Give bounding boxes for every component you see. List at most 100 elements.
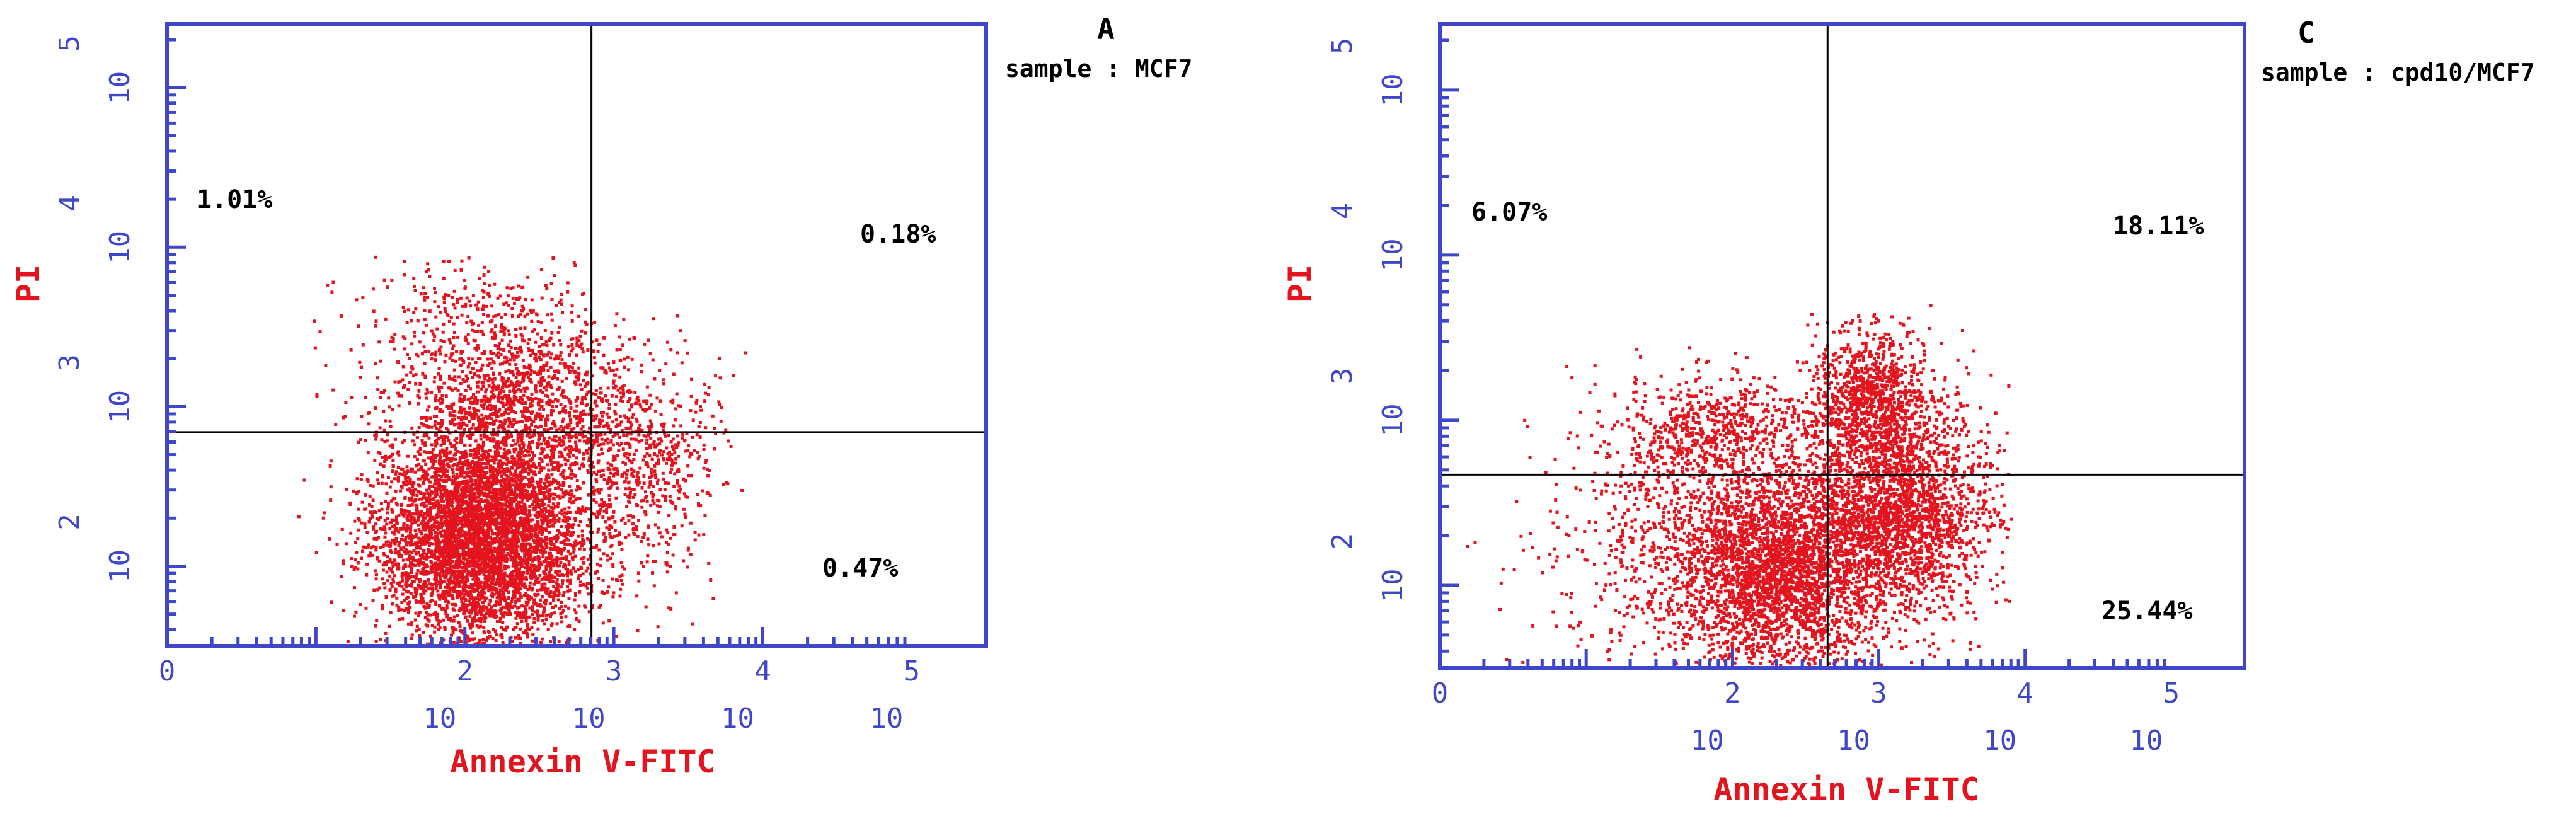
- event-dot: [407, 622, 410, 626]
- event-dot: [465, 634, 469, 638]
- event-dot: [468, 529, 471, 532]
- event-dot: [483, 548, 487, 551]
- event-dot: [508, 512, 512, 516]
- event-dot: [329, 498, 333, 502]
- event-dot: [496, 521, 500, 525]
- event-dot: [420, 538, 424, 542]
- event-dot: [377, 559, 381, 563]
- event-dot: [422, 469, 425, 473]
- event-dot: [549, 640, 553, 643]
- event-dot: [566, 568, 569, 571]
- event-dot: [465, 486, 468, 490]
- event-dot: [449, 617, 452, 621]
- event-dot: [492, 459, 495, 462]
- event-dot: [439, 519, 443, 522]
- event-dot: [417, 614, 420, 617]
- event-dot: [406, 504, 410, 508]
- event-dot: [460, 523, 464, 527]
- event-dot: [405, 483, 409, 487]
- event-dot: [506, 478, 510, 482]
- event-dot: [508, 580, 512, 583]
- event-dot: [419, 592, 423, 596]
- event-dot: [490, 511, 493, 515]
- event-dot: [472, 461, 476, 465]
- event-dot: [444, 592, 447, 596]
- event-dot: [355, 551, 359, 554]
- event-dot: [536, 618, 540, 622]
- event-dot: [560, 616, 563, 619]
- event-dot: [532, 617, 536, 621]
- event-dot: [560, 512, 564, 516]
- event-dot: [527, 529, 531, 533]
- event-dot: [535, 514, 539, 517]
- event-dot: [439, 641, 442, 645]
- event-dot: [500, 525, 504, 529]
- event-dot: [542, 570, 546, 574]
- event-dot: [393, 437, 397, 441]
- event-dot: [558, 483, 562, 487]
- event-dot: [433, 521, 437, 525]
- event-dot: [476, 456, 480, 459]
- event-dot: [574, 539, 578, 543]
- event-dot: [504, 628, 508, 631]
- event-dot: [471, 584, 475, 588]
- event-dot: [462, 556, 465, 560]
- event-dot: [512, 580, 516, 583]
- event-dot: [440, 478, 444, 482]
- event-dot: [382, 464, 386, 468]
- event-dot: [471, 606, 474, 610]
- event-dot: [422, 515, 425, 519]
- event-dot: [466, 525, 470, 529]
- event-dot: [468, 508, 472, 512]
- event-dot: [540, 447, 544, 451]
- event-dot: [402, 527, 406, 531]
- event-dot: [557, 594, 560, 598]
- event-dot: [589, 554, 592, 558]
- event-dot: [342, 609, 345, 612]
- event-dot: [420, 543, 423, 546]
- event-dot: [574, 510, 578, 514]
- event-dot: [566, 579, 569, 582]
- event-dot: [443, 628, 447, 631]
- event-dot: [524, 543, 527, 546]
- event-dot: [485, 638, 488, 642]
- event-dot: [553, 520, 557, 524]
- event-dot: [580, 544, 584, 548]
- event-dot: [580, 529, 584, 533]
- event-dot: [566, 574, 570, 578]
- event-dot: [474, 570, 478, 574]
- event-dot: [478, 570, 482, 573]
- event-dot: [582, 561, 585, 565]
- event-dot: [485, 494, 488, 498]
- event-dot: [549, 568, 553, 571]
- event-dot: [517, 478, 521, 482]
- event-dot: [401, 534, 404, 537]
- event-dot: [512, 518, 515, 522]
- event-dot: [430, 554, 434, 558]
- event-dot: [435, 513, 439, 517]
- event-dot: [384, 457, 388, 461]
- event-dot: [355, 491, 359, 495]
- event-dot: [451, 626, 454, 629]
- event-dot: [533, 556, 537, 560]
- event-dot: [435, 491, 439, 495]
- event-dot: [503, 583, 507, 587]
- event-dot: [616, 534, 619, 537]
- event-dot: [539, 563, 543, 566]
- event-dot: [478, 422, 481, 425]
- event-dot: [409, 623, 413, 627]
- event-dot: [444, 551, 447, 554]
- event-dot: [400, 585, 404, 588]
- event-dot: [425, 536, 428, 540]
- event-dot: [554, 570, 558, 573]
- event-dot: [466, 517, 469, 520]
- event-dot: [486, 555, 490, 559]
- event-dot: [435, 520, 439, 524]
- event-dot: [600, 502, 604, 506]
- event-dot: [379, 546, 382, 549]
- event-dot: [441, 529, 445, 533]
- event-dot: [555, 560, 558, 564]
- event-dot: [476, 601, 480, 605]
- event-dot: [539, 508, 543, 512]
- event-dot: [297, 515, 301, 519]
